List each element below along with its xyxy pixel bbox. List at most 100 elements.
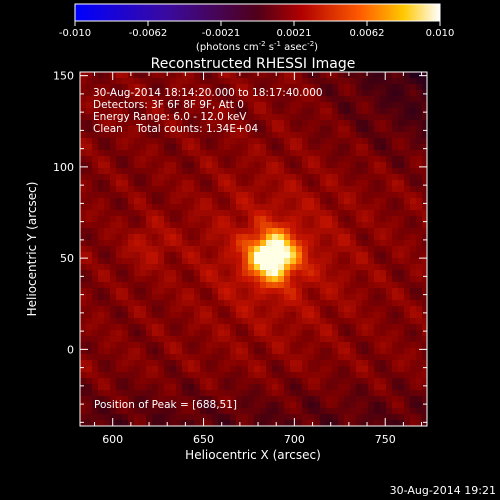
- heatmap-cell: [170, 144, 177, 151]
- heatmap-cell: [128, 408, 135, 415]
- heatmap-cell: [338, 318, 345, 325]
- heatmap-cell: [206, 246, 213, 253]
- heatmap-cell: [410, 300, 417, 307]
- heatmap-cell: [362, 138, 369, 145]
- heatmap-cell: [380, 192, 387, 199]
- heatmap-cell: [410, 192, 417, 199]
- heatmap-cell: [398, 318, 405, 325]
- heatmap-cell: [248, 222, 255, 229]
- heatmap-cell: [296, 210, 303, 217]
- heatmap-cell: [80, 84, 87, 91]
- heatmap-cell: [308, 342, 315, 349]
- heatmap-cell: [212, 96, 219, 103]
- heatmap-cell: [164, 78, 171, 85]
- heatmap-cell: [392, 84, 399, 91]
- heatmap-cell: [80, 366, 87, 373]
- heatmap-cell: [104, 306, 111, 313]
- heatmap-cell: [338, 228, 345, 235]
- heatmap-cell: [332, 276, 339, 283]
- heatmap-cell: [194, 168, 201, 175]
- heatmap-cell: [182, 270, 189, 277]
- heatmap-cell: [164, 168, 171, 175]
- heatmap-cell: [332, 330, 339, 337]
- heatmap-cell: [164, 126, 171, 133]
- heatmap-cell: [398, 222, 405, 229]
- heatmap-cell: [116, 228, 123, 235]
- heatmap-cell: [188, 264, 195, 271]
- heatmap-cell: [116, 204, 123, 211]
- heatmap-cell: [332, 252, 339, 259]
- heatmap-cell: [422, 258, 427, 265]
- heatmap-cell: [386, 372, 393, 379]
- heatmap-cell: [278, 228, 285, 235]
- heatmap-cell: [356, 366, 363, 373]
- heatmap-cell: [248, 294, 255, 301]
- heatmap-cell: [368, 342, 375, 349]
- heatmap-cell: [206, 156, 213, 163]
- heatmap-cell: [206, 120, 213, 127]
- heatmap-cell: [332, 222, 339, 229]
- heatmap-cell: [284, 102, 291, 109]
- heatmap-cell: [290, 324, 297, 331]
- heatmap-cell: [278, 384, 285, 391]
- heatmap-cell: [398, 354, 405, 361]
- heatmap-cell: [320, 402, 327, 409]
- heatmap-cell: [416, 312, 423, 319]
- heatmap-cell: [146, 330, 153, 337]
- heatmap-cell: [140, 168, 147, 175]
- heatmap-cell: [194, 354, 201, 361]
- heatmap-cell: [332, 420, 339, 426]
- heatmap-cell: [416, 264, 423, 271]
- heatmap-cell: [368, 240, 375, 247]
- heatmap-cell: [272, 138, 279, 145]
- heatmap-cell: [308, 264, 315, 271]
- heatmap-cell: [80, 216, 87, 223]
- heatmap-cell: [386, 126, 393, 133]
- heatmap-cell: [404, 144, 411, 151]
- heatmap-cell: [422, 414, 427, 421]
- heatmap-cell: [80, 306, 87, 313]
- heatmap-cell: [368, 108, 375, 115]
- heatmap-cell: [188, 186, 195, 193]
- heatmap-cell: [332, 354, 339, 361]
- heatmap-cell: [224, 312, 231, 319]
- heatmap-cell: [134, 150, 141, 157]
- heatmap-cell: [86, 222, 93, 229]
- heatmap-cell: [266, 180, 273, 187]
- heatmap-cell: [362, 204, 369, 211]
- heatmap-cell: [416, 306, 423, 313]
- heatmap-cell: [332, 360, 339, 367]
- heatmap-cell: [212, 78, 219, 85]
- heatmap-cell: [158, 198, 165, 205]
- heatmap-cell: [134, 396, 141, 403]
- heatmap-cell: [320, 180, 327, 187]
- heatmap-cell: [380, 84, 387, 91]
- heatmap-cell: [242, 348, 249, 355]
- heatmap-cell: [170, 216, 177, 223]
- heatmap-cell: [164, 372, 171, 379]
- heatmap-cell: [314, 114, 321, 121]
- heatmap-cell: [104, 324, 111, 331]
- heatmap-cell: [236, 396, 243, 403]
- heatmap-cell: [242, 234, 249, 241]
- heatmap-cell: [146, 282, 153, 289]
- heatmap-cell: [194, 372, 201, 379]
- heatmap-cell: [302, 360, 309, 367]
- heatmap-cell: [368, 126, 375, 133]
- heatmap-cell: [98, 300, 105, 307]
- heatmap-cell: [422, 408, 427, 415]
- heatmap-cell: [380, 270, 387, 277]
- heatmap-cell: [362, 306, 369, 313]
- heatmap-cell: [230, 366, 237, 373]
- heatmap-cell: [92, 414, 99, 421]
- heatmap-cell: [416, 294, 423, 301]
- heatmap-cell: [374, 342, 381, 349]
- heatmap-cell: [92, 144, 99, 151]
- heatmap-cell: [332, 84, 339, 91]
- heatmap-cell: [158, 288, 165, 295]
- heatmap-cell: [398, 366, 405, 373]
- heatmap-cell: [188, 336, 195, 343]
- heatmap-cell: [410, 108, 417, 115]
- heatmap-cell: [194, 408, 201, 415]
- heatmap-cell: [326, 372, 333, 379]
